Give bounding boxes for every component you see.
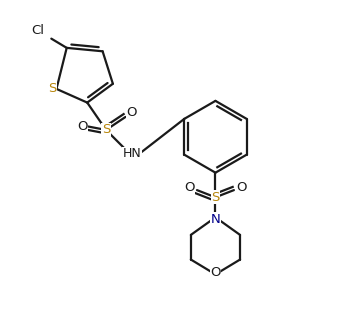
Text: O: O [77, 120, 87, 133]
Text: O: O [184, 181, 194, 194]
Text: Cl: Cl [31, 24, 44, 37]
Text: HN: HN [122, 147, 141, 160]
Text: S: S [211, 191, 220, 204]
Text: N: N [211, 213, 220, 226]
Text: O: O [210, 266, 221, 279]
Text: S: S [102, 123, 110, 136]
Text: O: O [127, 106, 137, 119]
Text: S: S [48, 82, 56, 95]
Text: O: O [237, 181, 247, 194]
